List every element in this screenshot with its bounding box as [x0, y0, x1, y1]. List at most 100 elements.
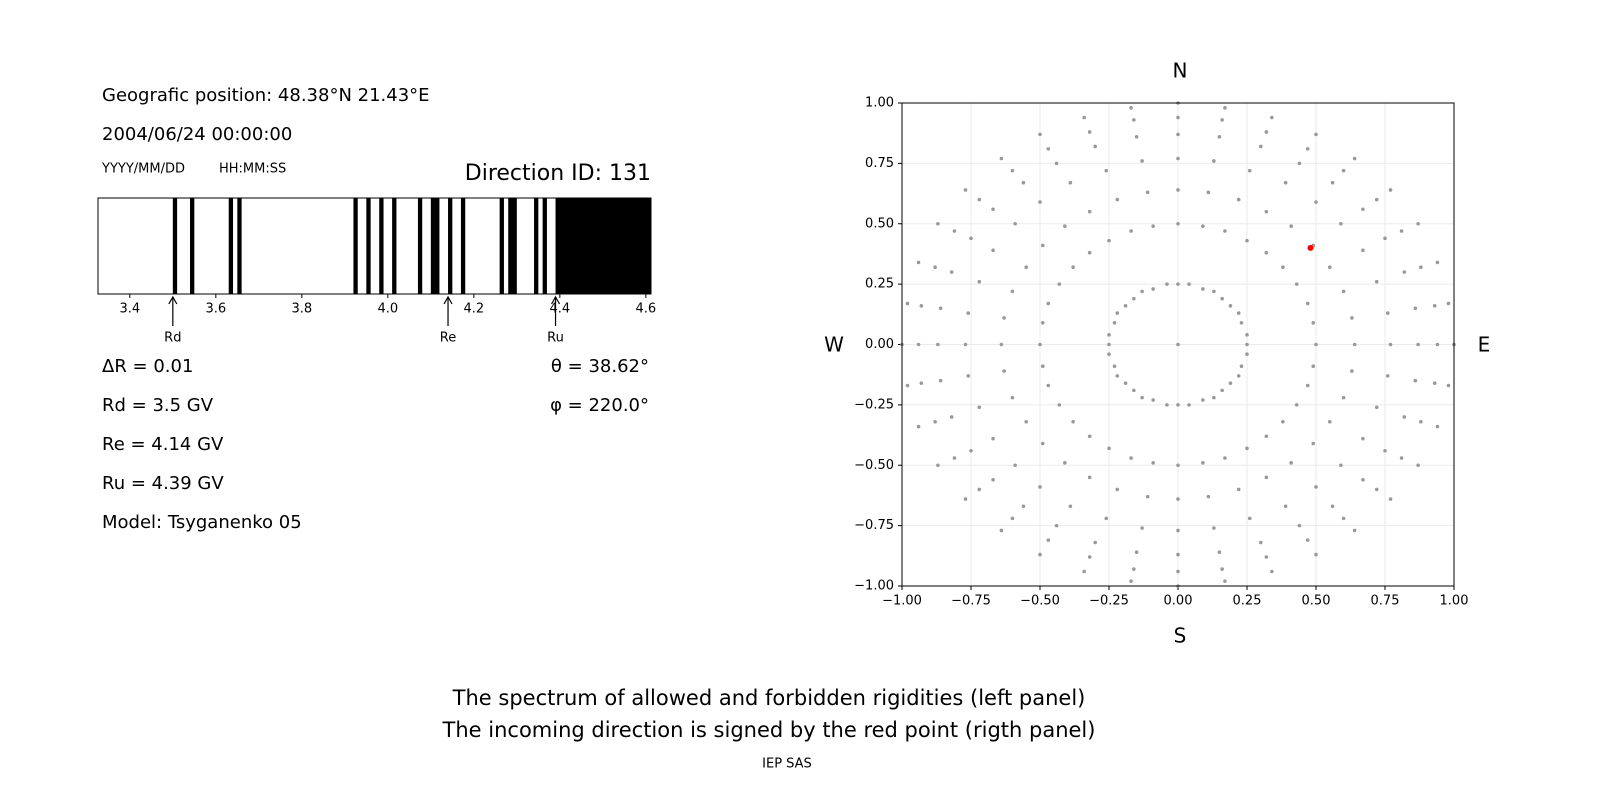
sky-point: [1314, 485, 1318, 489]
sky-point: [1112, 364, 1117, 369]
marker-arrowhead: [443, 295, 453, 305]
sky-point: [977, 487, 982, 492]
forbidden-band: [417, 198, 423, 294]
sky-point: [991, 436, 995, 441]
sky-point: [1330, 504, 1335, 509]
sky-point: [1115, 311, 1120, 315]
sky-point: [1021, 504, 1026, 509]
x-tick-label: 3.6: [205, 302, 226, 317]
sky-point: [1107, 333, 1111, 337]
sky-point: [1220, 567, 1224, 571]
sky-point: [991, 248, 995, 253]
sky-point: [1115, 374, 1120, 378]
sky-point: [1374, 197, 1379, 202]
sky-point: [969, 236, 973, 241]
sky-point: [1038, 342, 1042, 347]
sky-point: [1013, 221, 1017, 226]
sky-point: [1010, 289, 1015, 294]
delta: ΔR = 0.01: [102, 356, 193, 377]
sky-point: [1385, 311, 1390, 315]
sky-point: [905, 301, 910, 306]
sky-point: [1082, 115, 1086, 120]
sky-point: [1115, 487, 1120, 492]
sky-point: [1132, 567, 1136, 571]
sky-point: [952, 229, 957, 233]
sky-point: [1264, 209, 1269, 214]
sky-point: [1176, 115, 1180, 120]
sky-point: [1374, 487, 1379, 492]
sky-point: [1446, 301, 1451, 306]
sky-point: [1305, 147, 1310, 151]
forbidden-band: [392, 198, 397, 294]
x-tick-label: 4.4: [549, 302, 570, 317]
sky-point: [1281, 265, 1285, 270]
sky-point: [1264, 555, 1269, 559]
sky-point: [1129, 456, 1133, 460]
sky-point: [1416, 463, 1420, 468]
sky-point: [1107, 352, 1111, 356]
sky-point: [1220, 118, 1224, 122]
sky-point: [1071, 265, 1075, 270]
x-tick-label: 1.00: [1440, 594, 1469, 609]
sky-point: [1385, 374, 1390, 378]
sky-point: [1132, 296, 1136, 301]
sky-point: [999, 156, 1004, 161]
sky-point: [1419, 419, 1423, 424]
sky-point: [1383, 448, 1387, 453]
sky-point: [1297, 523, 1302, 528]
sky-point: [1294, 403, 1299, 407]
sky-point: [1087, 209, 1092, 214]
sky-point: [1040, 320, 1045, 325]
sky-point: [916, 424, 921, 429]
sky-point: [999, 342, 1004, 347]
sky-point: [1123, 304, 1128, 308]
sky-point: [1201, 224, 1205, 228]
y-tick-label: 0.50: [865, 216, 894, 231]
sky-point: [1432, 381, 1437, 385]
sky-point: [1341, 289, 1346, 294]
sky-point: [1187, 282, 1191, 286]
sky-point: [1021, 180, 1026, 185]
sky-point: [1201, 398, 1205, 402]
marker-arrowhead: [168, 295, 178, 305]
sky-point: [1311, 441, 1316, 446]
sky-point: [1264, 250, 1269, 255]
sky-point: [1416, 221, 1420, 226]
x-tick-label: 4.2: [463, 302, 484, 317]
sky-point: [1314, 132, 1318, 137]
forbidden-band: [499, 198, 504, 294]
sky-point: [1176, 188, 1180, 192]
sky-point: [1239, 364, 1244, 369]
sky-point: [952, 456, 957, 460]
credit: IEP SAS: [762, 757, 812, 772]
sky-point: [1339, 221, 1343, 226]
x-tick-label: 4.0: [377, 302, 398, 317]
sky-point: [1352, 156, 1357, 161]
sky-point: [1087, 475, 1092, 480]
y-tick-label: −0.75: [854, 518, 894, 533]
sky-point: [1314, 552, 1318, 557]
sky-point: [1038, 485, 1042, 489]
sky-point: [1374, 279, 1379, 284]
sky-point: [1010, 168, 1015, 173]
sky-point: [936, 463, 940, 468]
south: S: [1174, 624, 1187, 648]
sky-point: [1002, 316, 1006, 320]
sky-point: [1223, 456, 1227, 460]
sky-point: [1115, 197, 1120, 202]
sky-point: [1361, 207, 1365, 212]
sky-point: [1129, 106, 1133, 110]
sky-point: [1140, 395, 1144, 400]
marker-label: Ru: [547, 331, 564, 346]
sky-point: [1176, 342, 1180, 347]
sky-point: [1374, 405, 1379, 410]
sky-point: [1399, 456, 1404, 460]
sky-point: [1223, 229, 1227, 233]
forbidden-band: [534, 198, 539, 294]
sky-point: [1350, 316, 1354, 320]
sky-point: [1176, 132, 1180, 137]
sky-point: [1176, 528, 1180, 533]
sky-point: [1087, 250, 1092, 255]
sky-point: [1132, 118, 1136, 122]
sky-point: [1247, 168, 1252, 173]
